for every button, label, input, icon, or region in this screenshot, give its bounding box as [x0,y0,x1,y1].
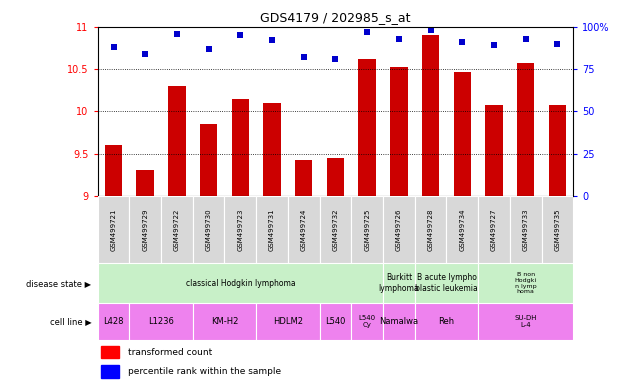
Text: GSM499731: GSM499731 [269,208,275,251]
Text: B non
Hodgki
n lymp
homa: B non Hodgki n lymp homa [515,272,537,295]
Text: cell line ▶: cell line ▶ [50,317,91,326]
Point [299,54,309,60]
Bar [319,196,352,263]
Text: L540
Cy: L540 Cy [358,315,375,328]
Bar [415,303,478,340]
Point [331,56,341,62]
Bar [485,106,503,196]
Text: L540: L540 [325,317,346,326]
Text: GSM499735: GSM499735 [554,208,561,251]
Text: GSM499721: GSM499721 [110,208,117,251]
Bar [193,303,256,340]
Text: GSM499730: GSM499730 [205,208,212,251]
Bar [105,145,122,196]
Text: transformed count: transformed count [128,348,212,357]
Bar [319,303,352,340]
Bar [542,196,573,263]
Bar [101,366,119,378]
Point [394,36,404,42]
Bar [383,196,415,263]
Point [362,29,372,35]
Text: GSM499725: GSM499725 [364,208,370,251]
Bar [98,196,129,263]
Point [489,42,499,48]
Text: KM-H2: KM-H2 [211,317,238,326]
Point [140,51,151,57]
Bar [98,263,383,303]
Bar [200,124,217,196]
Bar [352,196,383,263]
Bar [478,196,510,263]
Text: GSM499734: GSM499734 [459,208,466,251]
Text: disease state ▶: disease state ▶ [26,279,91,288]
Bar [390,68,408,196]
Bar [415,196,447,263]
Text: percentile rank within the sample: percentile rank within the sample [128,367,281,376]
Bar [358,59,376,196]
Bar [517,63,534,196]
Bar [98,303,129,340]
Bar [256,303,319,340]
Bar [415,263,478,303]
Bar [422,35,439,196]
Point [426,27,436,33]
Text: L428: L428 [103,317,123,326]
Bar [232,99,249,196]
Bar [263,103,281,196]
Bar [447,196,478,263]
Text: Burkitt
lymphoma: Burkitt lymphoma [379,273,419,293]
Bar [161,196,193,263]
Title: GDS4179 / 202985_s_at: GDS4179 / 202985_s_at [260,11,411,24]
Bar [129,303,193,340]
Bar [549,106,566,196]
Bar [256,196,288,263]
Text: B acute lympho
blastic leukemia: B acute lympho blastic leukemia [415,273,478,293]
Bar [352,303,383,340]
Bar [137,170,154,196]
Text: GSM499733: GSM499733 [523,208,529,251]
Bar [168,86,186,196]
Bar [454,72,471,196]
Point [521,36,531,42]
Bar [383,303,415,340]
Text: Namalwa: Namalwa [379,317,418,326]
Text: SU-DH
L-4: SU-DH L-4 [515,315,537,328]
Point [553,41,563,47]
Bar [295,161,312,196]
Point [457,39,467,45]
Text: GSM499722: GSM499722 [174,208,180,251]
Text: HDLM2: HDLM2 [273,317,303,326]
Text: GSM499724: GSM499724 [301,208,307,251]
Bar [193,196,224,263]
Bar [510,196,542,263]
Bar [288,196,319,263]
Point [203,46,214,52]
Point [267,37,277,43]
Text: GSM499729: GSM499729 [142,208,148,251]
Text: Reh: Reh [438,317,454,326]
Bar [478,303,573,340]
Text: GSM499728: GSM499728 [428,208,433,251]
Bar [101,346,119,358]
Point [108,44,118,50]
Bar [129,196,161,263]
Text: GSM499732: GSM499732 [333,208,338,251]
Bar [224,196,256,263]
Text: L1236: L1236 [148,317,174,326]
Text: GSM499727: GSM499727 [491,208,497,251]
Bar [383,263,415,303]
Point [172,31,182,37]
Text: classical Hodgkin lymphoma: classical Hodgkin lymphoma [185,279,295,288]
Bar [327,158,344,196]
Text: GSM499723: GSM499723 [238,208,243,251]
Text: GSM499726: GSM499726 [396,208,402,251]
Bar [478,263,573,303]
Point [236,32,246,38]
